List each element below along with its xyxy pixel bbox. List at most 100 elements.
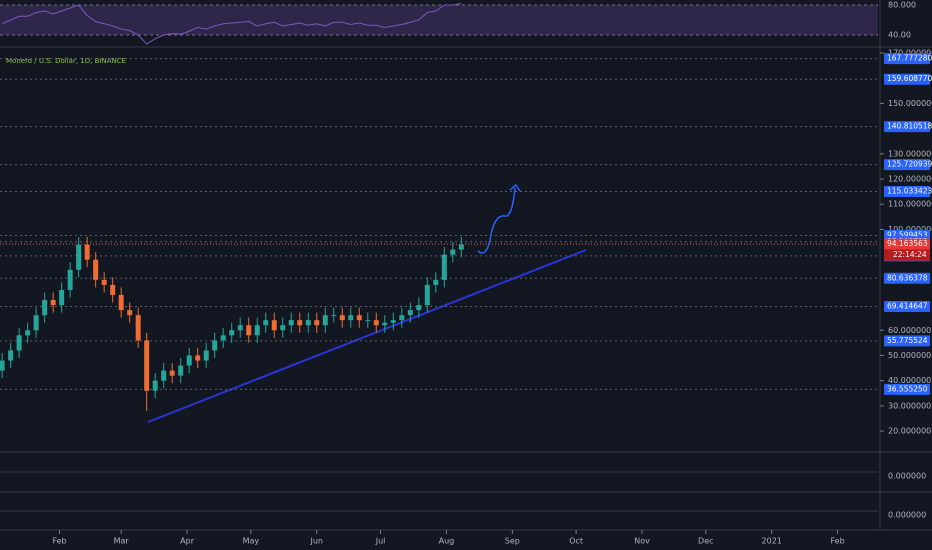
x-tick-label: Jul [375,537,386,546]
candle-body [399,315,405,321]
candle-body [178,365,184,376]
chart-title: Monero / U.S. Dollar, 1D, BINANCE [6,57,126,65]
candle-body [246,325,252,336]
y-tick-label: 100.000000 [888,225,932,234]
candle-body [382,322,388,326]
x-tick-label: Mar [114,537,130,546]
candle-body [365,320,371,322]
price-level-label: 167.777280 [887,54,932,63]
x-tick-label: Oct [569,537,583,546]
y-tick-label: 130.000000 [888,149,932,158]
y-tick-label: 60.000000 [888,326,931,335]
candle-body [161,370,167,381]
candle-body [356,315,362,321]
candle-body [33,315,39,331]
zero-label: 0.000000 [888,511,926,520]
x-tick-label: May [243,537,260,546]
countdown-label: 22:14:24 [893,250,927,259]
candle-body [212,340,218,351]
current-price-box [884,238,930,250]
candle-body [280,325,286,331]
y-tick-label: 30.000000 [888,401,931,410]
candle-body [314,320,320,326]
candle-body [135,315,141,341]
candle-body [288,320,294,326]
candle-body [433,279,439,285]
candle-body [348,315,354,321]
candle-body [118,294,124,311]
price-level-label: 55.775524 [887,336,928,345]
price-level-label: 97.599453 [887,230,928,239]
price-level-box [884,73,930,85]
candle-body [16,335,22,351]
price-level-box [884,301,930,313]
candle-body [458,244,464,250]
y-tick-label: 120.000000 [888,175,932,184]
candle-body [50,300,56,306]
rsi-band [0,5,878,36]
x-tick-label: Dec [698,537,713,546]
rsi-line [1,3,462,45]
price-level-box [884,159,930,171]
candle-body [373,320,379,326]
candle-body [8,350,14,361]
candle-body [297,320,303,326]
candle-body [101,279,107,285]
candle-body [144,340,150,391]
candle-body [25,330,31,336]
price-level-label: 125.720939 [887,160,932,169]
y-tick-label: 110.000000 [888,200,932,209]
candle-body [237,325,243,331]
candle-body [67,269,73,290]
candle-body [93,259,99,280]
candle-body [76,244,82,270]
candle-body [229,330,235,336]
price-level-label: 115.033423 [887,187,932,196]
x-tick-label: Apr [180,537,195,546]
price-level-box [884,272,930,284]
candle-body [59,289,65,306]
price-level-box [884,186,930,198]
candle-body [84,244,90,260]
projection-arrow [509,183,521,192]
candle-body [127,310,133,316]
x-tick-label: 2021 [762,537,782,546]
price-level-label: 140.810518 [887,122,932,131]
zero-label: 0.000000 [888,472,926,481]
x-tick-label: Sep [505,537,520,546]
price-level-label: 80.636378 [887,273,928,282]
price-level-label: 36.555250 [887,384,928,393]
candle-body [110,284,116,295]
candle-body [169,370,175,376]
candle-body [152,380,158,391]
candle-body [263,320,269,326]
candle-body [271,320,277,331]
price-level-box [884,335,930,347]
x-tick-label: Feb [52,537,66,546]
candle-body [416,305,422,311]
candle-body [186,355,192,366]
candle-body [331,315,337,317]
candle-body [195,355,201,361]
y-tick-label: 40.000000 [888,376,931,385]
candle-body [220,335,226,341]
candle-body [450,249,456,255]
rsi-tick-label: 80.000 [888,1,916,10]
x-tick-label: Aug [439,537,455,546]
price-level-box [884,383,930,395]
price-level-label: 69.414647 [887,302,928,311]
candle-body [407,310,413,316]
candle-body [339,315,345,321]
candle-body [42,300,48,316]
rsi-tick-label: 40.00 [888,31,911,40]
y-tick-label: 50.000000 [888,351,931,360]
candle-body [390,320,396,323]
x-tick-label: Nov [634,537,650,546]
candle-body [254,325,260,336]
y-tick-label: 150.000000 [888,99,932,108]
projection-curve [477,187,516,254]
candle-body [424,284,430,306]
